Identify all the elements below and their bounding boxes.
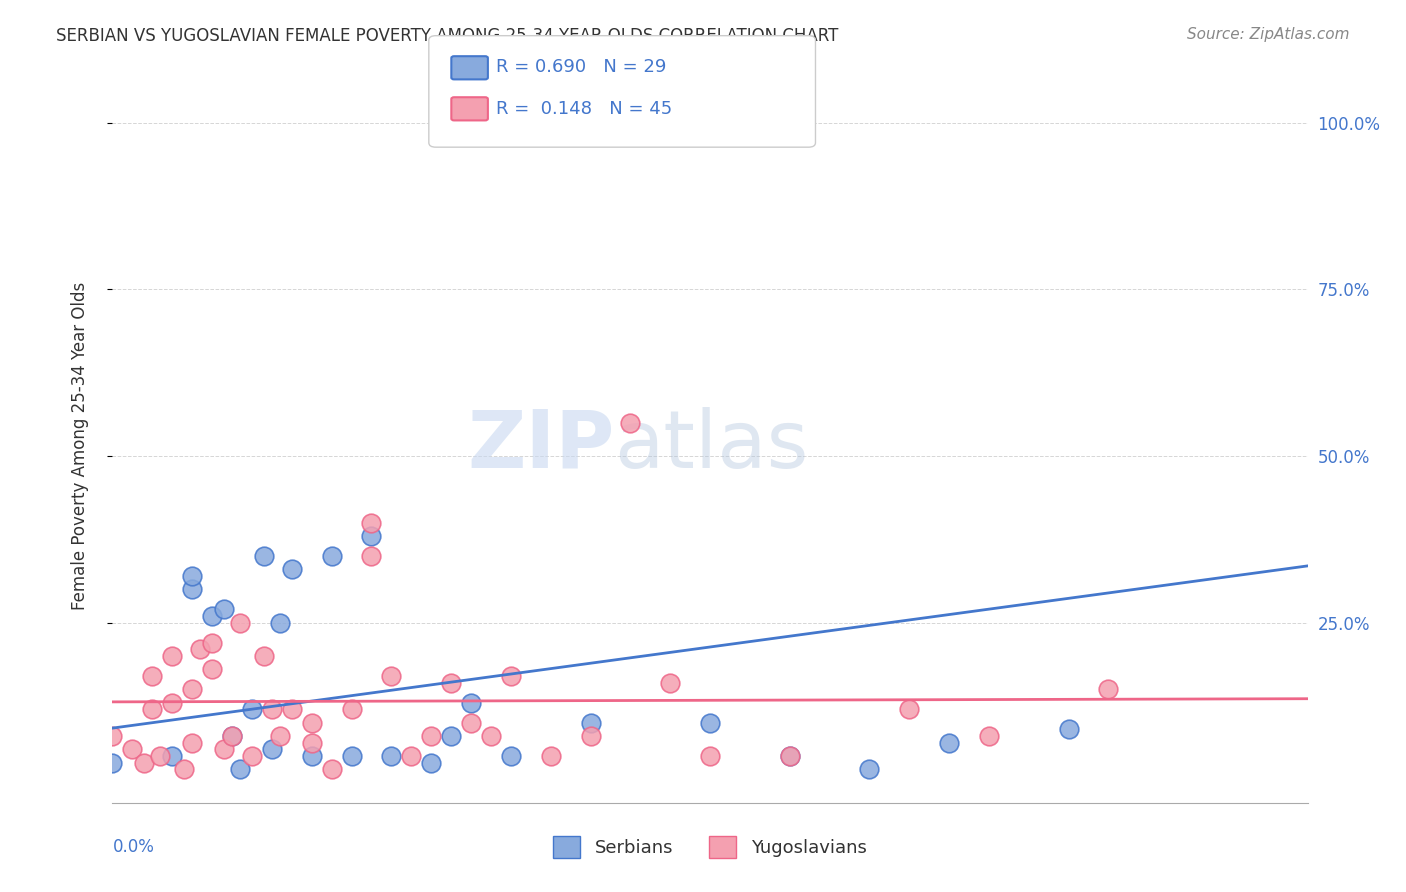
Point xyxy=(201,609,224,624)
Point xyxy=(201,636,224,650)
Point xyxy=(360,549,382,563)
Point xyxy=(269,615,291,630)
Point xyxy=(540,749,562,764)
Point xyxy=(201,662,224,676)
Point xyxy=(301,736,323,750)
Point xyxy=(253,549,276,563)
Point xyxy=(579,729,602,743)
Point xyxy=(101,729,124,743)
Point xyxy=(360,529,382,543)
Point xyxy=(240,702,263,716)
Point xyxy=(212,602,235,616)
Point xyxy=(281,702,304,716)
Point xyxy=(401,749,423,764)
Point xyxy=(1057,723,1080,737)
Point xyxy=(898,702,921,716)
Point xyxy=(141,702,163,716)
Point xyxy=(162,696,183,710)
Point xyxy=(659,675,682,690)
Point xyxy=(260,702,283,716)
Text: R =  0.148   N = 45: R = 0.148 N = 45 xyxy=(496,100,672,118)
Point xyxy=(181,736,204,750)
Point xyxy=(340,702,363,716)
Point xyxy=(162,749,183,764)
Point xyxy=(134,756,156,770)
Point xyxy=(579,715,602,730)
Point xyxy=(260,742,283,756)
Point xyxy=(321,549,343,563)
Point xyxy=(229,763,252,777)
Text: SERBIAN VS YUGOSLAVIAN FEMALE POVERTY AMONG 25-34 YEAR OLDS CORRELATION CHART: SERBIAN VS YUGOSLAVIAN FEMALE POVERTY AM… xyxy=(56,27,838,45)
Point xyxy=(269,729,291,743)
Point xyxy=(340,749,363,764)
Point xyxy=(301,715,323,730)
Text: 0.0%: 0.0% xyxy=(112,838,155,856)
Point xyxy=(212,742,235,756)
Point xyxy=(460,715,482,730)
Point xyxy=(229,615,252,630)
Point xyxy=(221,729,243,743)
Point xyxy=(141,669,163,683)
Point xyxy=(121,742,143,756)
Point xyxy=(1097,682,1119,697)
Point xyxy=(188,642,211,657)
Point xyxy=(779,749,801,764)
Point xyxy=(162,649,183,664)
Point xyxy=(281,562,304,576)
Point xyxy=(420,756,443,770)
Point xyxy=(181,582,204,597)
Point xyxy=(420,729,443,743)
Point xyxy=(440,729,463,743)
Point xyxy=(440,675,463,690)
Legend: Serbians, Yugoslavians: Serbians, Yugoslavians xyxy=(546,829,875,865)
Text: atlas: atlas xyxy=(614,407,808,485)
Point xyxy=(619,416,641,430)
Point xyxy=(938,736,960,750)
Point xyxy=(380,749,402,764)
Text: R = 0.690   N = 29: R = 0.690 N = 29 xyxy=(496,58,666,76)
Point xyxy=(499,749,522,764)
Point xyxy=(699,749,721,764)
Point xyxy=(181,569,204,583)
Point xyxy=(360,516,382,530)
Point xyxy=(380,669,402,683)
Point xyxy=(101,756,124,770)
Point xyxy=(221,729,243,743)
Point xyxy=(301,749,323,764)
Point xyxy=(173,763,195,777)
Point xyxy=(149,749,172,764)
Point xyxy=(321,763,343,777)
Point xyxy=(181,682,204,697)
Point xyxy=(858,763,880,777)
Point xyxy=(479,729,502,743)
Text: Source: ZipAtlas.com: Source: ZipAtlas.com xyxy=(1187,27,1350,42)
Point xyxy=(253,649,276,664)
Point xyxy=(499,669,522,683)
Point xyxy=(699,715,721,730)
Point xyxy=(977,729,1000,743)
Y-axis label: Female Poverty Among 25-34 Year Olds: Female Poverty Among 25-34 Year Olds xyxy=(70,282,89,610)
Point xyxy=(779,749,801,764)
Text: ZIP: ZIP xyxy=(467,407,614,485)
Point xyxy=(460,696,482,710)
Point xyxy=(240,749,263,764)
